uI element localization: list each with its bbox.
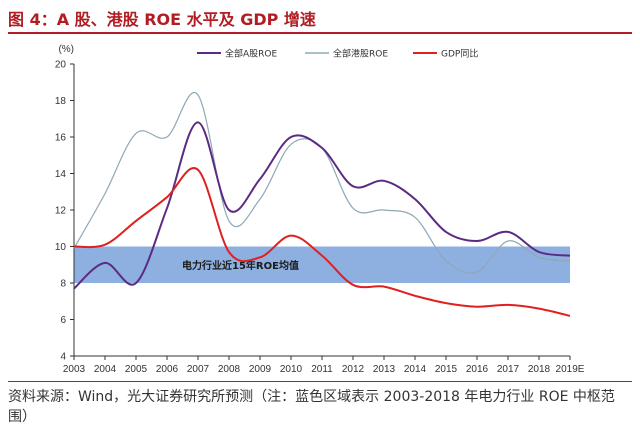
x-tick-label: 2007 — [187, 364, 210, 375]
x-tick-label: 2018 — [528, 364, 551, 375]
band-label: 电力行业近15年ROE均值 — [182, 259, 299, 272]
x-tick-label: 2004 — [94, 364, 117, 375]
y-tick-label: 8 — [60, 279, 66, 290]
source-note: 资料来源：Wind，光大证券研究所预测（注：蓝色区域表示 2003-2018 年… — [8, 389, 615, 425]
legend: 全部A股ROE 全部港股ROE GDP同比 — [197, 48, 478, 60]
x-tick-label: 2012 — [342, 364, 365, 375]
axis-layer: (%) 4 6 8 10 12 14 16 18 20 2003 2004 2005 2006 2007 20… — [55, 44, 585, 375]
x-tick-label: 2015 — [435, 364, 458, 375]
x-tick-label: 2013 — [373, 364, 396, 375]
x-tick-label: 2014 — [404, 364, 427, 375]
x-tick-label: 2009 — [249, 364, 272, 375]
chart-canvas: 电力行业近15年ROE均值 (%) 4 6 8 10 12 14 16 18 20 2003 2004… — [55, 44, 585, 375]
roe-band — [74, 246, 570, 283]
chart-title: 图 4：A 股、港股 ROE 水平及 GDP 增速 — [8, 10, 316, 29]
x-tick-label: 2011 — [311, 364, 333, 375]
band-layer: 电力行业近15年ROE均值 — [74, 246, 570, 283]
series-layer — [73, 91, 571, 317]
x-tick-label: 2008 — [218, 364, 241, 375]
y-tick-label: 14 — [55, 169, 67, 180]
x-tick-label: 2016 — [466, 364, 489, 375]
y-axis-unit: (%) — [58, 44, 74, 55]
series-gdp-yoy — [73, 167, 571, 317]
series-hk-share-roe — [73, 91, 571, 274]
title-rule — [8, 32, 632, 34]
x-tick-label: 2019E — [556, 364, 585, 375]
legend-label: 全部A股ROE — [225, 48, 277, 60]
y-tick-label: 4 — [60, 352, 66, 363]
legend-label: 全部港股ROE — [333, 48, 388, 60]
y-tick-label: 10 — [55, 242, 67, 253]
x-tick-label: 2006 — [156, 364, 179, 375]
series-a-share-roe — [73, 121, 571, 290]
x-tick-label: 2003 — [63, 364, 86, 375]
legend-label: GDP同比 — [441, 48, 478, 60]
y-tick-label: 16 — [55, 133, 67, 144]
source-rule — [8, 381, 632, 382]
y-tick-label: 6 — [60, 315, 66, 326]
y-tick-label: 18 — [55, 96, 67, 107]
y-tick-label: 12 — [55, 206, 67, 217]
x-tick-label: 2017 — [497, 364, 520, 375]
x-tick-label: 2005 — [125, 364, 148, 375]
y-tick-label: 20 — [55, 60, 67, 71]
x-tick-label: 2010 — [280, 364, 303, 375]
